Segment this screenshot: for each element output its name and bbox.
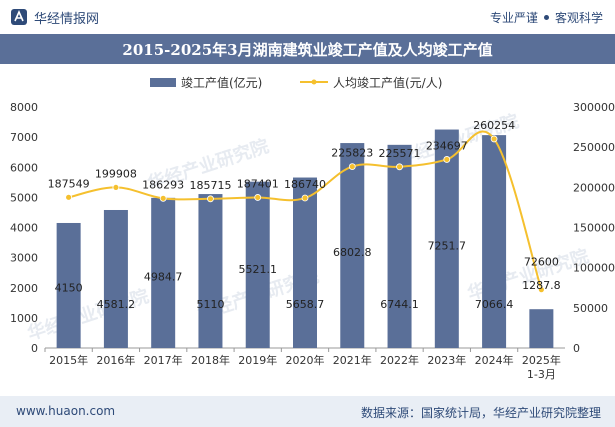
huajing-logo-icon <box>11 9 27 25</box>
bar-value-label: 6744.1 <box>380 298 419 311</box>
bar <box>103 209 128 348</box>
bar <box>529 309 554 348</box>
line-path <box>68 130 543 290</box>
bar-value-label: 7251.7 <box>428 240 467 253</box>
left-axis-tick-label: 1000 <box>10 312 38 325</box>
line-point <box>490 135 498 143</box>
legend-label-bar: 竣工产值(亿元) <box>181 75 262 90</box>
bar-value-label: 5521.1 <box>238 263 277 276</box>
right-axis-tick-label: 300000 <box>573 101 615 114</box>
brand-tags: 专业严谨 客观科学 <box>490 9 603 26</box>
bar-value-label: 5658.7 <box>286 298 325 311</box>
x-axis-tick-label: 2024年 <box>475 353 514 367</box>
bar-value-label: 4984.7 <box>144 270 183 283</box>
legend-line-marker <box>311 79 317 85</box>
line-point <box>159 194 167 202</box>
bar-value-label: 4581.2 <box>97 298 136 311</box>
line-point <box>65 193 73 201</box>
line-value-label: 260254 <box>473 119 515 132</box>
x-axis-tick-label: 1-3月 <box>527 368 556 381</box>
tag-professional: 专业严谨 <box>489 11 538 25</box>
bar-value-label: 7066.4 <box>475 298 514 311</box>
right-axis-tick-label: 200000 <box>573 181 615 194</box>
bar <box>198 194 223 348</box>
bar <box>387 144 412 348</box>
line-series <box>65 130 545 294</box>
bar <box>434 129 459 348</box>
data-labels: 4150 4581.2 4984.7 5110 5521.1 5658.7 6802.8 67… <box>48 119 561 311</box>
x-axis-tick-label: 2021年 <box>333 353 372 367</box>
line-value-label: 185715 <box>189 179 231 192</box>
left-axis-tick-label: 6000 <box>10 161 38 174</box>
x-axis-tick-label: 2016年 <box>96 353 135 367</box>
data-source: 数据来源：国家统计局，华经产业研究院整理 <box>360 406 601 420</box>
right-axis-tick-label: 0 <box>573 342 580 355</box>
axes: 0 1000 2000 3000 4000 5000 6000 7000 8000 0 50000 1… <box>10 101 615 381</box>
line-value-label: 225823 <box>331 147 373 160</box>
line-point <box>301 194 309 202</box>
line-value-label: 187401 <box>237 177 279 190</box>
line-value-label: 187549 <box>48 177 90 190</box>
line-point <box>396 163 403 171</box>
separator-dot-icon <box>543 15 549 20</box>
brand-name: 华经情报网 <box>34 12 100 27</box>
top-bar: 华经情报网 专业严谨 客观科学 <box>0 0 615 34</box>
line-point <box>537 286 545 294</box>
right-axis-tick-label: 100000 <box>573 262 615 275</box>
bar-value-label: 5110 <box>196 298 224 311</box>
bar <box>482 135 507 348</box>
line-value-label: 186293 <box>142 178 184 191</box>
right-axis-tick-label: 150000 <box>573 222 615 235</box>
tag-objective: 客观科学 <box>554 11 603 25</box>
bar <box>293 177 317 348</box>
chart-title: 2015-2025年3月湖南建筑业竣工产值及人均竣工产值 <box>122 41 493 59</box>
bar <box>56 222 81 348</box>
line-point <box>112 184 120 191</box>
bar <box>151 197 176 348</box>
line-value-label: 72600 <box>524 256 559 269</box>
line-point <box>348 163 356 170</box>
line-value-label: 234697 <box>426 139 468 152</box>
line-point <box>207 195 214 203</box>
bar-value-label: 4150 <box>55 282 83 295</box>
x-axis-tick-label: 2015年 <box>49 353 88 367</box>
x-axis-tick-label: 2022年 <box>380 353 419 367</box>
left-axis-tick-label: 7000 <box>10 131 38 144</box>
line-value-label: 225571 <box>379 147 421 160</box>
bar-value-label: 6802.8 <box>333 246 372 259</box>
title-bar: 2015-2025年3月湖南建筑业竣工产值及人均竣工产值 <box>0 34 615 64</box>
watermark-text: 华经产业研究院 <box>25 285 152 345</box>
right-axis-tick-label: 250000 <box>573 141 615 154</box>
line-value-label: 199908 <box>95 167 137 180</box>
left-axis-tick-label: 2000 <box>10 282 38 295</box>
left-axis-tick-label: 0 <box>31 342 38 355</box>
website-link[interactable]: www.huaon.com <box>16 404 116 418</box>
left-axis-tick-label: 5000 <box>10 191 38 204</box>
x-axis-tick-label: 2025年 <box>522 353 561 367</box>
legend-label-line: 人均竣工产值(元/人) <box>333 75 442 90</box>
line-point <box>254 194 262 201</box>
footer: www.huaon.com 数据来源：国家统计局，华经产业研究院整理 <box>0 396 615 427</box>
line-value-label: 186740 <box>284 178 326 191</box>
left-axis-tick-label: 3000 <box>10 252 38 265</box>
x-axis-tick-label: 2019年 <box>238 353 277 367</box>
bar <box>245 181 270 348</box>
legend-bar-swatch <box>150 78 176 87</box>
x-axis-tick-label: 2017年 <box>144 353 183 367</box>
x-axis-tick-label: 2020年 <box>286 353 325 367</box>
right-axis-tick-label: 50000 <box>573 302 608 315</box>
bar <box>340 143 365 348</box>
legend: 竣工产值(亿元) 人均竣工产值(元/人) <box>150 75 442 90</box>
bars <box>56 129 554 348</box>
x-axis-tick-label: 2023年 <box>427 353 466 367</box>
chart: 华经产业研究院华经产业研究院华经产业研究院华经产业研究院华经产业研究院 竣工产值… <box>10 75 615 381</box>
bar-value-label: 1287.8 <box>522 279 561 292</box>
left-axis-tick-label: 8000 <box>10 101 38 114</box>
line-point <box>443 156 451 163</box>
left-axis-tick-label: 4000 <box>10 222 38 235</box>
x-axis-tick-label: 2018年 <box>191 353 230 367</box>
